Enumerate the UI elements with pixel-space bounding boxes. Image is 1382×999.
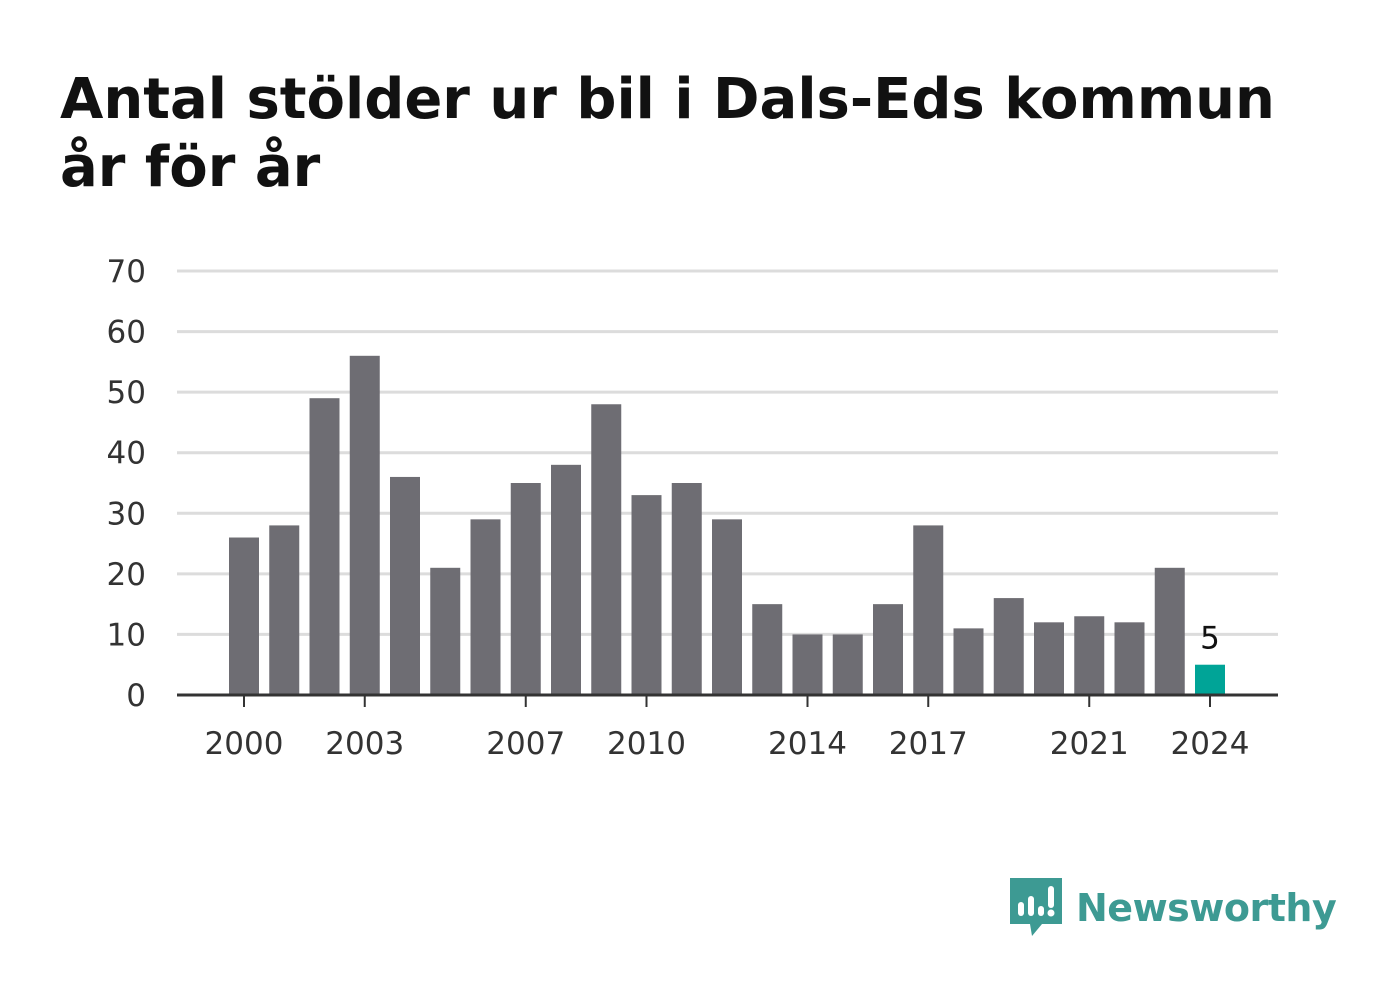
x-tick-label: 2000 xyxy=(205,726,284,762)
bar-2020 xyxy=(1034,622,1064,695)
bar-2003 xyxy=(349,355,380,695)
x-tick-label: 2024 xyxy=(1171,726,1250,762)
x-tick-label: 2014 xyxy=(768,726,847,762)
bar-2022 xyxy=(1114,622,1145,695)
y-tick-label: 20 xyxy=(107,557,146,593)
data-label: 5 xyxy=(1200,621,1220,657)
bar-2011 xyxy=(671,483,702,695)
x-tick-label: 2017 xyxy=(889,726,968,762)
bar-2004 xyxy=(390,476,420,695)
x-tick-label: 2003 xyxy=(325,726,404,762)
newsworthy-logo-icon xyxy=(1010,878,1062,936)
bar-2019 xyxy=(993,598,1024,695)
x-tick-label: 2021 xyxy=(1050,726,1129,762)
brand-name: Newsworthy xyxy=(1076,886,1337,930)
bar-2005 xyxy=(430,567,461,695)
newsworthy-brand: Newsworthy xyxy=(1010,878,1337,938)
bar-2014 xyxy=(792,634,823,695)
y-tick-label: 30 xyxy=(107,496,146,532)
y-tick-label: 60 xyxy=(107,315,146,351)
y-tick-label: 40 xyxy=(107,436,146,472)
bar-2017 xyxy=(913,525,944,695)
bar-2012 xyxy=(712,519,742,695)
chart-title: Antal stölder ur bil i Dals-Eds kommun å… xyxy=(60,67,1275,200)
bar-2002 xyxy=(309,398,340,695)
y-axis-labels: 0 10 20 30 40 50 60 70 xyxy=(107,254,146,714)
bar-2018 xyxy=(953,628,984,695)
bars xyxy=(229,355,1225,695)
x-tick-label: 2007 xyxy=(486,726,565,762)
bar-2024 xyxy=(1195,664,1225,695)
bar-2009 xyxy=(591,404,622,695)
bar-2007 xyxy=(510,483,541,695)
y-tick-label: 50 xyxy=(107,375,146,411)
x-axis-labels: 2000 2003 2007 2010 2014 2017 2021 2024 xyxy=(205,726,1250,762)
bar-2010 xyxy=(631,495,662,695)
bar-2008 xyxy=(551,464,581,695)
bar-2013 xyxy=(752,604,783,695)
x-tick-label: 2010 xyxy=(607,726,686,762)
bar-2000 xyxy=(229,537,259,695)
x-axis xyxy=(177,693,1278,707)
bar-2021 xyxy=(1074,616,1105,695)
bar-2015 xyxy=(832,634,863,695)
y-tick-label: 0 xyxy=(126,678,146,714)
bar-2006 xyxy=(470,519,501,695)
bar-2001 xyxy=(269,525,300,695)
data-labels: 5 xyxy=(1200,621,1220,657)
y-tick-label: 10 xyxy=(107,617,146,653)
bar-2016 xyxy=(873,604,903,695)
y-tick-label: 70 xyxy=(107,254,146,290)
bar-2023 xyxy=(1154,567,1185,695)
